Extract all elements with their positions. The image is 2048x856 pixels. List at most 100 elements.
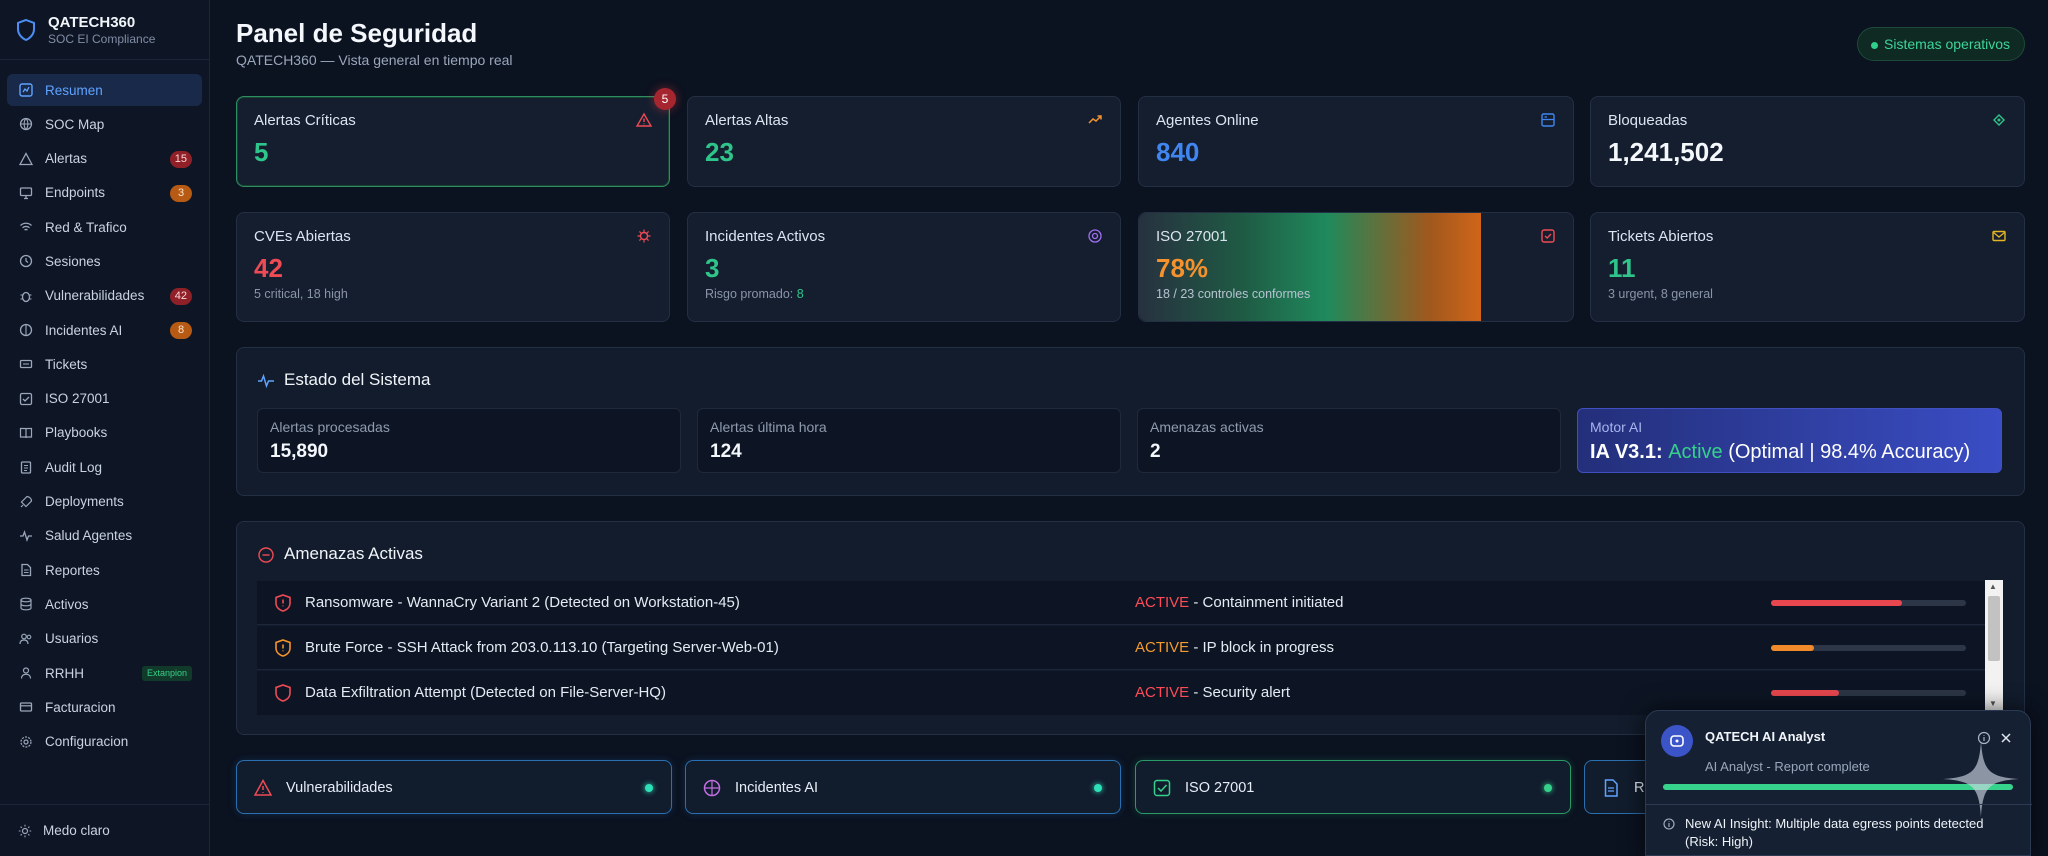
sidebar-item-endpoints[interactable]: Endpoints 3 [7,177,202,209]
sidebar-item-reportes[interactable]: Reportes [7,554,202,586]
scroll-up-icon[interactable]: ▲ [1989,582,1997,591]
sidebar-item-deployments[interactable]: Deployments [7,486,202,518]
alert-triangle-icon [253,778,273,796]
sidebar-item-label: Facturacion [45,699,116,715]
kpi-label: Incidentes Activos [705,228,826,245]
kpi-label: Alertas Altas [705,112,789,129]
quick-label: ISO 27001 [1185,780,1255,796]
server-icon [1541,113,1555,127]
ai-analyst-popup[interactable]: QATECH AI Analyst AI Analyst - Report co… [1645,710,2032,856]
quick-iso-27001[interactable]: ISO 27001 [1135,760,1571,814]
kpi-subtext: Risgo promado: 8 [705,287,804,301]
theme-toggle-label: Medo claro [43,823,110,838]
sidebar-item-label: Usuarios [45,631,99,647]
sidebar-nav: Resumen SOC Map Alertas 15 Endpoints 3 R… [0,60,209,758]
clipboard-icon [18,459,34,475]
stat-value: 15,890 [270,441,329,462]
motor-version: IA V3.1: [1590,441,1669,463]
alertas-count-badge: 15 [169,150,192,168]
sidebar-item-label: Resumen [45,82,103,98]
stat-value: 2 [1150,441,1161,462]
sidebar-item-rrhh[interactable]: RRHH Extanpion [7,657,202,689]
gear-icon [18,734,34,750]
sidebar-item-configuracion[interactable]: Configuracion [7,726,202,758]
ticket-icon [18,356,34,372]
sidebar-item-soc-map[interactable]: SOC Map [7,108,202,140]
kpi-iso-27001[interactable]: ISO 27001 78% 18 / 23 controles conforme… [1138,212,1574,322]
sidebar-item-playbooks[interactable]: Playbooks [7,417,202,449]
kpi-cves-abiertas[interactable]: CVEs Abiertas 42 5 critical, 18 high [236,212,670,322]
kpi-value: 23 [705,137,734,167]
shield-logo-icon [17,18,35,41]
kpi-value: 11 [1608,253,1636,283]
status-dot [645,784,653,792]
trending-up-icon [1088,115,1102,124]
sidebar: QATECH360 SOC EI Compliance Resumen SOC … [0,0,210,856]
threat-status-detail: - IP block in progress [1189,639,1334,656]
threats-scrollbar[interactable]: ▲ ▼ [1985,580,2003,710]
rocket-icon [18,494,34,510]
threat-status: ACTIVE - Security alert [1135,684,1290,701]
kpi-bloqueadas[interactable]: Bloqueadas 1,241,502 [1590,96,2025,187]
scroll-down-icon[interactable]: ▼ [1989,699,1997,708]
sidebar-item-iso-27001[interactable]: ISO 27001 [7,383,202,415]
stat-value: 124 [710,441,742,462]
theme-toggle[interactable]: Medo claro [0,804,210,856]
rrhh-extension-badge: Extanpion [141,666,192,682]
threat-row[interactable]: Ransomware - WannaCry Variant 2 (Detecte… [257,581,1985,625]
kpi-alertas-criticas[interactable]: Alertas Críticas 5 [236,96,670,187]
quick-incidentes-ai[interactable]: Incidentes AI [685,760,1121,814]
estado-sistema-panel: Estado del Sistema Alertas procesadas 15… [236,347,2025,496]
threat-status-detail: - Containment initiated [1189,594,1344,611]
sidebar-item-alertas[interactable]: Alertas 15 [7,143,202,175]
sidebar-item-vulnerabilidades[interactable]: Vulnerabilidades 42 [7,280,202,312]
threat-row[interactable]: Brute Force - SSH Attack from 203.0.113.… [257,626,1985,670]
kpi-incidentes-activos[interactable]: Incidentes Activos 3 Risgo promado: 8 [687,212,1121,322]
sidebar-item-red-trafico[interactable]: Red & Trafico [7,211,202,243]
sidebar-item-incidentes-ai[interactable]: Incidentes AI 8 [7,314,202,346]
sidebar-item-label: Tickets [45,356,88,372]
kpi-tickets-abiertos[interactable]: Tickets Abiertos 11 3 urgent, 8 general [1590,212,2025,322]
brain-icon [703,779,721,797]
kpi-value: 1,241,502 [1608,137,1724,167]
sidebar-item-facturacion[interactable]: Facturacion [7,691,202,723]
sidebar-item-label: Salud Agentes [45,528,133,544]
bot-icon [1670,735,1684,747]
sidebar-item-salud-agentes[interactable]: Salud Agentes [7,520,202,552]
sidebar-item-tickets[interactable]: Tickets [7,348,202,380]
threat-row[interactable]: Data Exfiltration Attempt (Detected on F… [257,671,1985,715]
sidebar-item-label: SOC Map [45,116,105,132]
critical-count-badge: 5 [654,88,676,110]
kpi-alertas-altas[interactable]: Alertas Altas 23 [687,96,1121,187]
sidebar-item-sesiones[interactable]: Sesiones [7,245,202,277]
sidebar-item-usuarios[interactable]: Usuarios [7,623,202,655]
sidebar-item-label: Red & Trafico [45,219,127,235]
monitor-icon [18,185,34,201]
quick-vulnerabilidades[interactable]: Vulnerabilidades [236,760,672,814]
sidebar-item-activos[interactable]: Activos [7,588,202,620]
sidebar-item-resumen[interactable]: Resumen [7,74,202,106]
kpi-value: 42 [254,253,283,283]
kpi-value: 5 [254,137,269,167]
shield-alert-icon [275,639,291,657]
ai-analyst-status: AI Analyst - Report complete [1705,759,1870,774]
kpi-label: Bloqueadas [1608,112,1688,129]
pulse-icon [18,528,34,544]
info-icon[interactable] [1977,731,1991,745]
ai-analyst-title: QATECH AI Analyst [1705,729,1826,744]
estado-sistema-title: Estado del Sistema [284,370,431,389]
kpi-agentes-online[interactable]: Agentes Online 840 [1138,96,1574,187]
vulnerabilidades-count-badge: 42 [169,287,192,305]
threat-name: Ransomware - WannaCry Variant 2 (Detecte… [305,594,740,611]
kpi-subtext-value: 8 [796,287,804,301]
sidebar-item-audit-log[interactable]: Audit Log [7,451,202,483]
stat-label: Alertas última hora [710,419,827,435]
warning-icon [18,151,34,167]
sidebar-item-label: Vulnerabilidades [45,288,145,304]
stat-value: IA V3.1: Active (Optimal | 98.4% Accurac… [1590,441,1970,464]
threat-status-detail: - Security alert [1189,684,1291,701]
system-status-label: Sistemas operativos [1884,36,2011,52]
kpi-label: Agentes Online [1156,112,1259,129]
scroll-thumb[interactable] [1988,596,2000,661]
close-icon[interactable] [1999,731,2013,745]
